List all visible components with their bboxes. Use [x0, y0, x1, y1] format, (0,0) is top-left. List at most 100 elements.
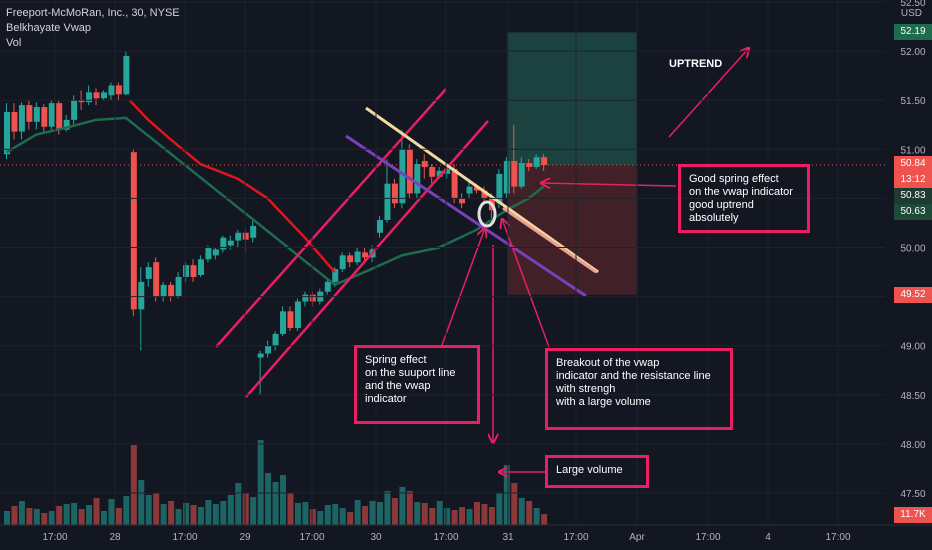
volume-bar: [100, 511, 107, 525]
volume-bar: [197, 507, 204, 525]
candle-body: [272, 333, 279, 346]
volume-label[interactable]: Vol: [6, 37, 22, 49]
candle-body: [11, 111, 18, 132]
uptrend-label: UPTREND: [669, 58, 723, 70]
vwap-red-line: [128, 99, 336, 273]
y-tick-label: 48.50: [900, 391, 925, 402]
x-tick-label: 31: [502, 532, 514, 543]
current-price-tag: 50.84: [894, 156, 932, 172]
x-tick-label: 17:00: [299, 532, 324, 543]
stop-price-tag: 49.52: [894, 287, 932, 303]
candle-body: [197, 259, 204, 275]
candle-body: [414, 164, 421, 194]
volume-bar: [26, 508, 33, 525]
volume-bar: [175, 509, 182, 525]
candle-body: [481, 190, 488, 199]
volume-bar: [153, 493, 160, 525]
x-tick-label: 17:00: [42, 532, 67, 543]
candle-body: [302, 294, 309, 302]
volume-bar: [399, 487, 406, 525]
target-price-tag: 52.19: [894, 24, 932, 40]
volume-bar: [63, 504, 70, 525]
volume-bar: [391, 498, 398, 525]
candle-body: [115, 85, 122, 95]
candle-body: [56, 103, 63, 130]
candle-body: [160, 284, 167, 297]
candle-body: [153, 262, 160, 297]
candle-body: [235, 232, 242, 241]
volume-bar: [108, 499, 115, 525]
volume-bar: [384, 491, 391, 525]
volume-bar: [518, 498, 525, 525]
candle-body: [123, 56, 130, 95]
symbol-title[interactable]: Freeport-McMoRan, Inc., 30, NYSE: [6, 7, 180, 19]
countdown-tag: 13:12: [894, 172, 932, 188]
breakout-note: Breakout of the vwap indicator and the r…: [545, 348, 733, 430]
spring-support-note: Spring effect on the suuport line and th…: [354, 345, 480, 424]
volume-bar: [444, 508, 451, 525]
volume-bar: [168, 501, 175, 525]
volume-bars: [4, 440, 548, 525]
volume-bar: [160, 504, 167, 525]
candle-body: [48, 103, 55, 127]
volume-bar: [347, 512, 354, 525]
volume-bar: [242, 493, 249, 525]
vwap-b-tag: 50.63: [894, 204, 932, 220]
candle-body: [33, 107, 40, 122]
candle-body: [287, 311, 294, 329]
volume-bar: [287, 493, 294, 525]
candle-body: [145, 267, 152, 279]
candle-body: [362, 252, 369, 258]
candle-body: [391, 183, 398, 204]
x-tick-label: 17:00: [825, 532, 850, 543]
volume-bar: [309, 509, 316, 525]
y-tick-label: 52.50: [900, 0, 925, 9]
y-tick-label: 48.00: [900, 440, 925, 451]
volume-bar: [496, 493, 503, 525]
y-tick-label: 49.00: [900, 342, 925, 353]
candle-body: [294, 301, 301, 329]
candle-body: [503, 161, 510, 194]
uptrend-arrow: [668, 48, 749, 138]
candle-body: [526, 163, 533, 167]
volume-tag: 11.7K: [894, 507, 932, 523]
candle-body: [518, 163, 525, 187]
candle-body: [175, 276, 182, 297]
volume-bar: [71, 503, 78, 525]
indicator-name[interactable]: Belkhayate Vwap: [6, 22, 91, 34]
volume-bar: [526, 501, 533, 525]
volume-bar: [369, 501, 376, 525]
candle-body: [332, 269, 339, 282]
candle-body: [466, 186, 473, 194]
volume-bar: [339, 508, 346, 525]
candle-body: [347, 255, 354, 263]
volume-bar: [511, 483, 518, 525]
x-tick-label: Apr: [629, 532, 645, 543]
candle-body: [436, 170, 443, 177]
volume-bar: [414, 502, 421, 525]
volume-bar: [183, 503, 190, 525]
candles: [4, 51, 548, 395]
candle-body: [183, 265, 190, 277]
volume-bar: [272, 482, 279, 525]
candle-body: [93, 92, 100, 99]
volume-bar: [41, 513, 48, 525]
good-spring-arrow: [541, 183, 677, 186]
candle-body: [377, 220, 383, 233]
risk-reward-zones: [0, 32, 885, 295]
x-tick-label: 4: [765, 532, 771, 543]
volume-bar: [481, 504, 488, 525]
volume-bar: [138, 480, 145, 525]
candle-body: [429, 166, 436, 177]
x-tick-label: 17:00: [433, 532, 458, 543]
volume-bar: [332, 504, 339, 525]
volume-bar: [459, 507, 466, 525]
volume-bar: [190, 505, 197, 525]
candle-body: [86, 92, 93, 103]
candle-body: [324, 281, 331, 292]
volume-bar: [78, 509, 85, 525]
x-tick-label: 17:00: [695, 532, 720, 543]
candle-body: [205, 247, 212, 260]
candle-body: [451, 168, 458, 199]
